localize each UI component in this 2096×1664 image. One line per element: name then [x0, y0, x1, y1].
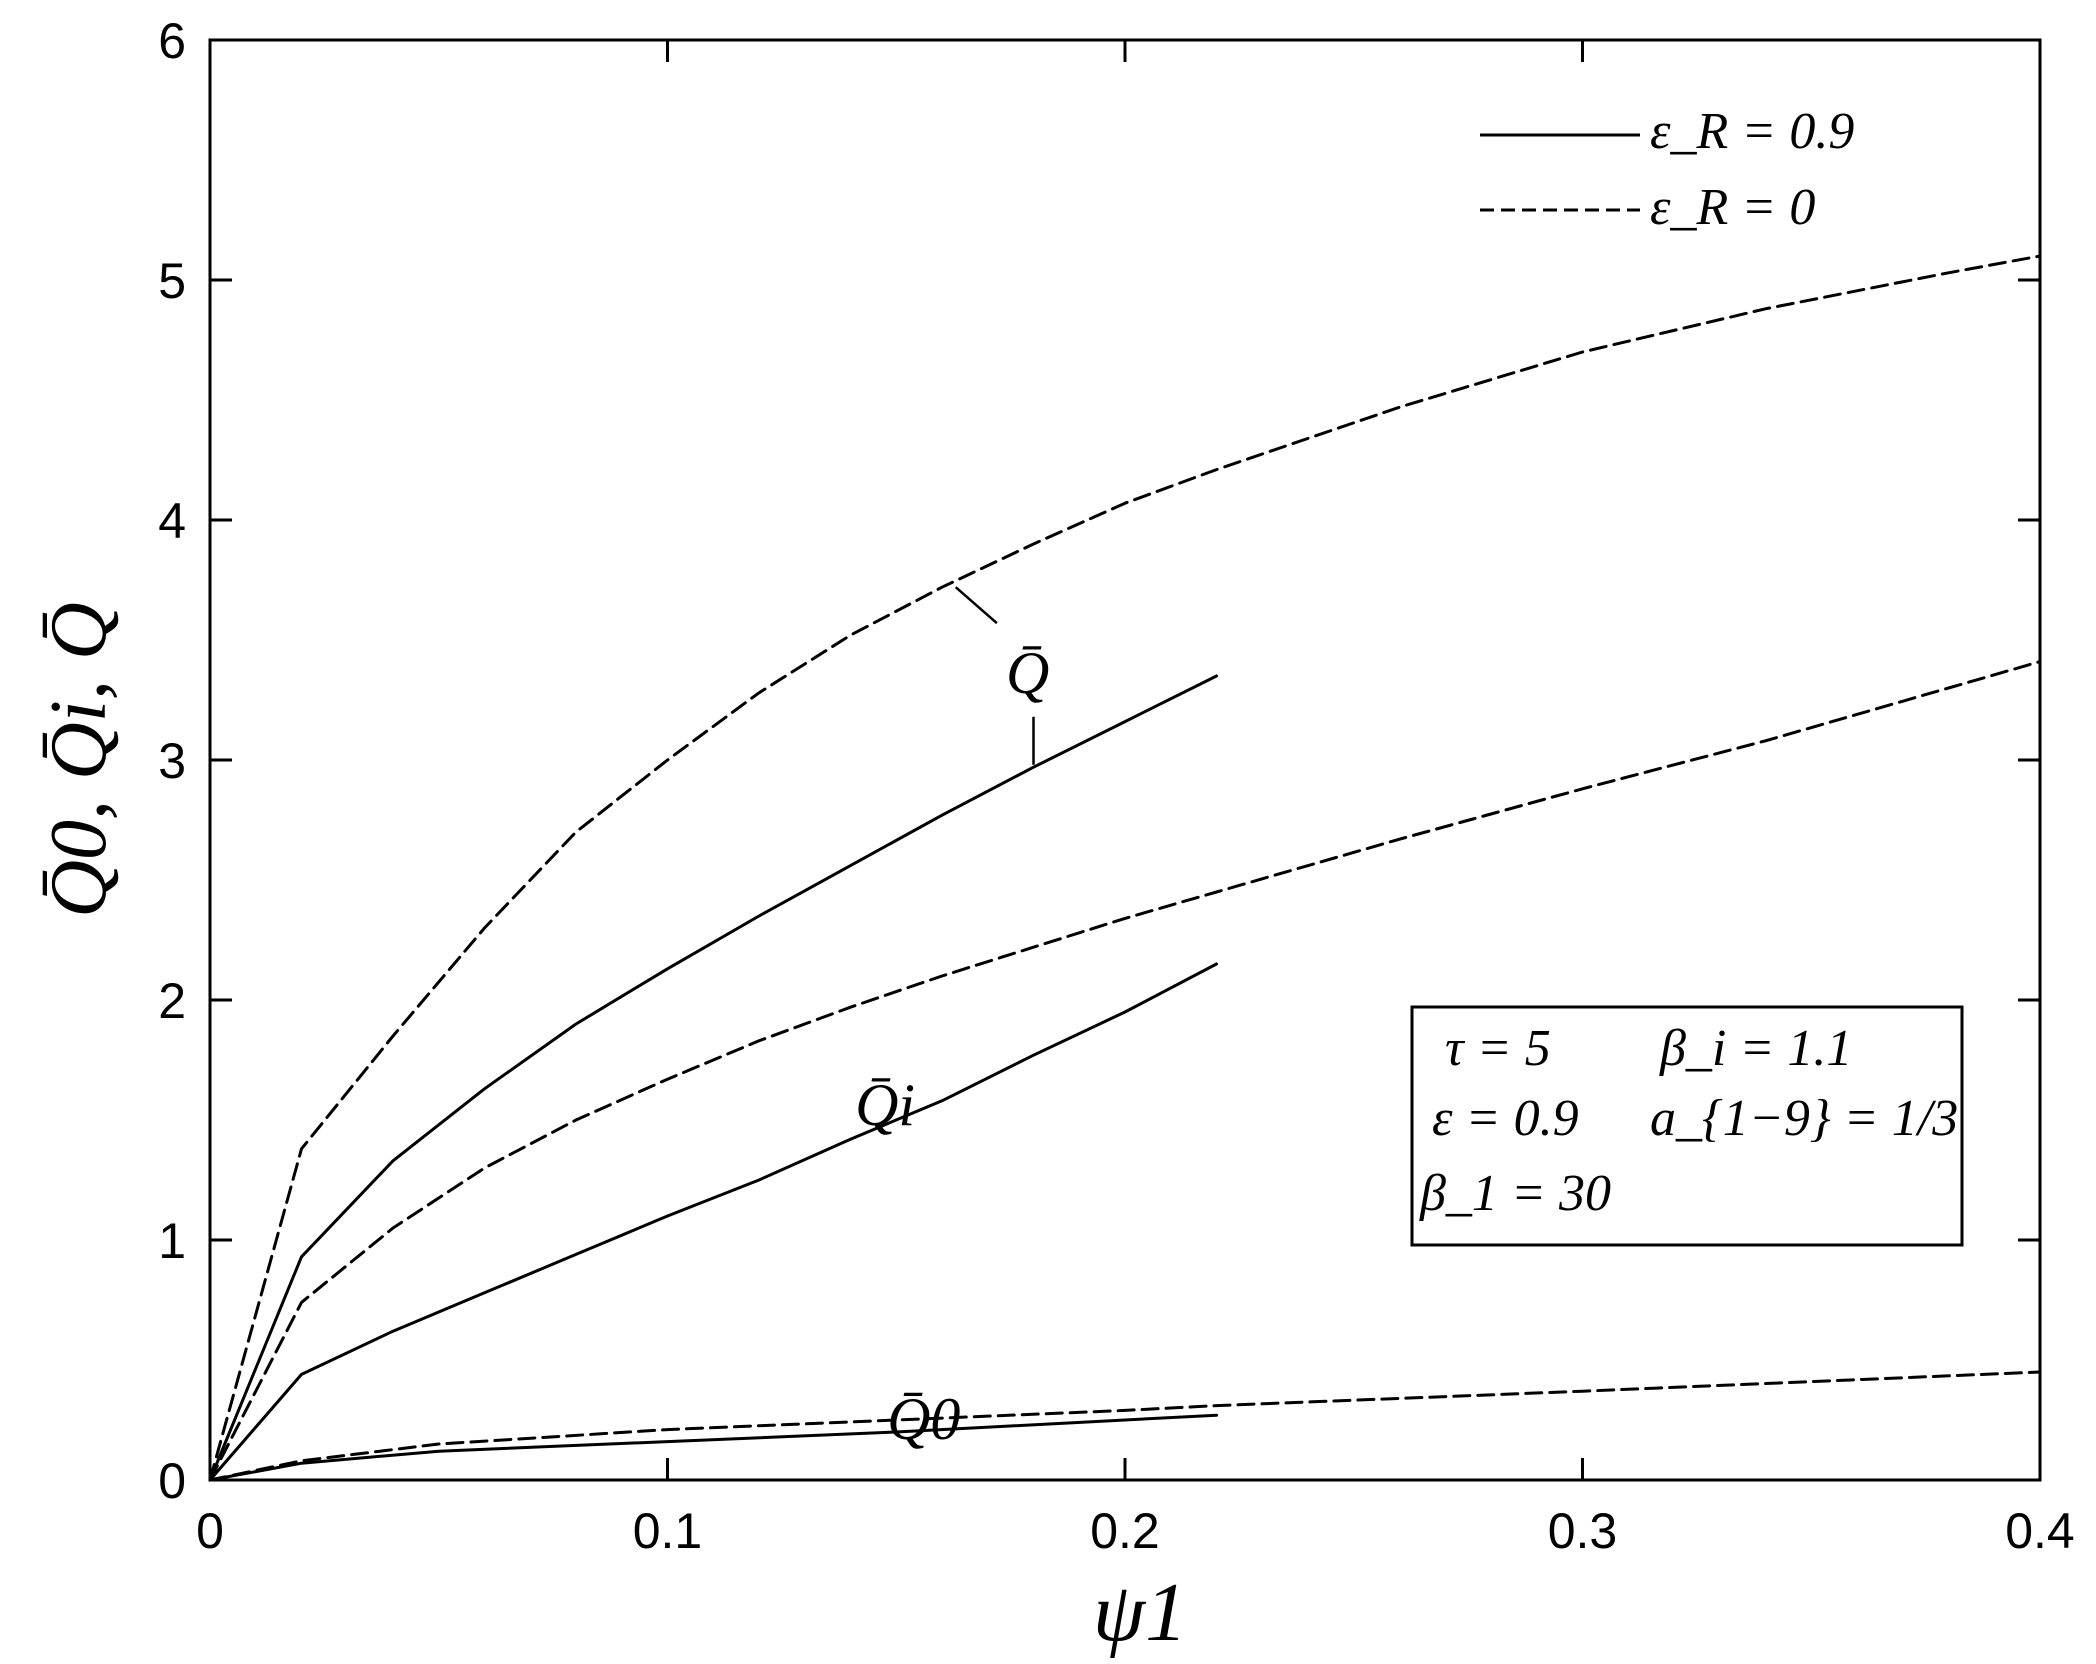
series-line-q0-solid: [208, 1413, 1218, 1482]
annotation-layer: Q̄ Q̄i Q̄0: [855, 586, 1049, 1452]
plot-frame: [208, 38, 2042, 1482]
x-tick-label: 0.2: [1090, 1503, 1160, 1559]
series-line-qi-dashed: [208, 660, 2042, 1482]
x-axis-label: ψ1: [1093, 1566, 1187, 1659]
x-tick-label: 0: [196, 1503, 224, 1559]
param-a-1-9: a_{1−9} = 1/3: [1650, 1090, 1958, 1147]
x-tick-label: 0.1: [633, 1503, 703, 1559]
y-tick-label: 1: [158, 1213, 186, 1269]
y-tick-label: 5: [158, 253, 186, 309]
series-line-q0-dashed: [208, 1370, 2042, 1482]
y-axis-label: Q̄0, Q̄i, Q̄: [35, 602, 123, 918]
curve-label-q: Q̄: [1006, 640, 1049, 706]
parameters-box-frame: [1410, 1005, 1964, 1247]
y-tick-label: 0: [158, 1453, 186, 1509]
series-line-q-dashed: [208, 254, 2042, 1482]
series-line-qi-solid: [208, 962, 1218, 1482]
curve-label-q0: Q̄0: [887, 1386, 960, 1452]
param-epsilon: ε = 0.9: [1432, 1090, 1579, 1147]
param-beta-i: β_i = 1.1: [1659, 1020, 1852, 1077]
param-tau: τ = 5: [1445, 1020, 1551, 1077]
parameters-box: τ = 5 β_i = 1.1 ε = 0.9 a_{1−9} = 1/3 β_…: [1410, 1005, 1964, 1247]
y-tick-label: 3: [158, 733, 186, 789]
legend: ε_R = 0.9 ε_R = 0: [1480, 103, 1854, 236]
x-tick-label: 0.4: [2005, 1503, 2075, 1559]
series-layer: [208, 254, 2042, 1482]
q-leader-dashed: [954, 586, 998, 625]
param-beta-1: β_1 = 30: [1419, 1165, 1611, 1222]
x-tick-label: 0.3: [1548, 1503, 1618, 1559]
y-tick-label: 4: [158, 493, 186, 549]
legend-entry-solid-label: ε_R = 0.9: [1650, 103, 1854, 160]
tick-layer: 0 0.1 0.2 0.3 0.4 0 1 2 3 4 5 6: [158, 13, 2075, 1559]
curve-label-qi: Q̄i: [855, 1072, 915, 1138]
y-tick-label: 6: [158, 13, 186, 69]
legend-entry-dashed-label: ε_R = 0: [1650, 179, 1815, 236]
series-line-q-solid: [208, 674, 1218, 1482]
y-tick-label: 2: [158, 973, 186, 1029]
